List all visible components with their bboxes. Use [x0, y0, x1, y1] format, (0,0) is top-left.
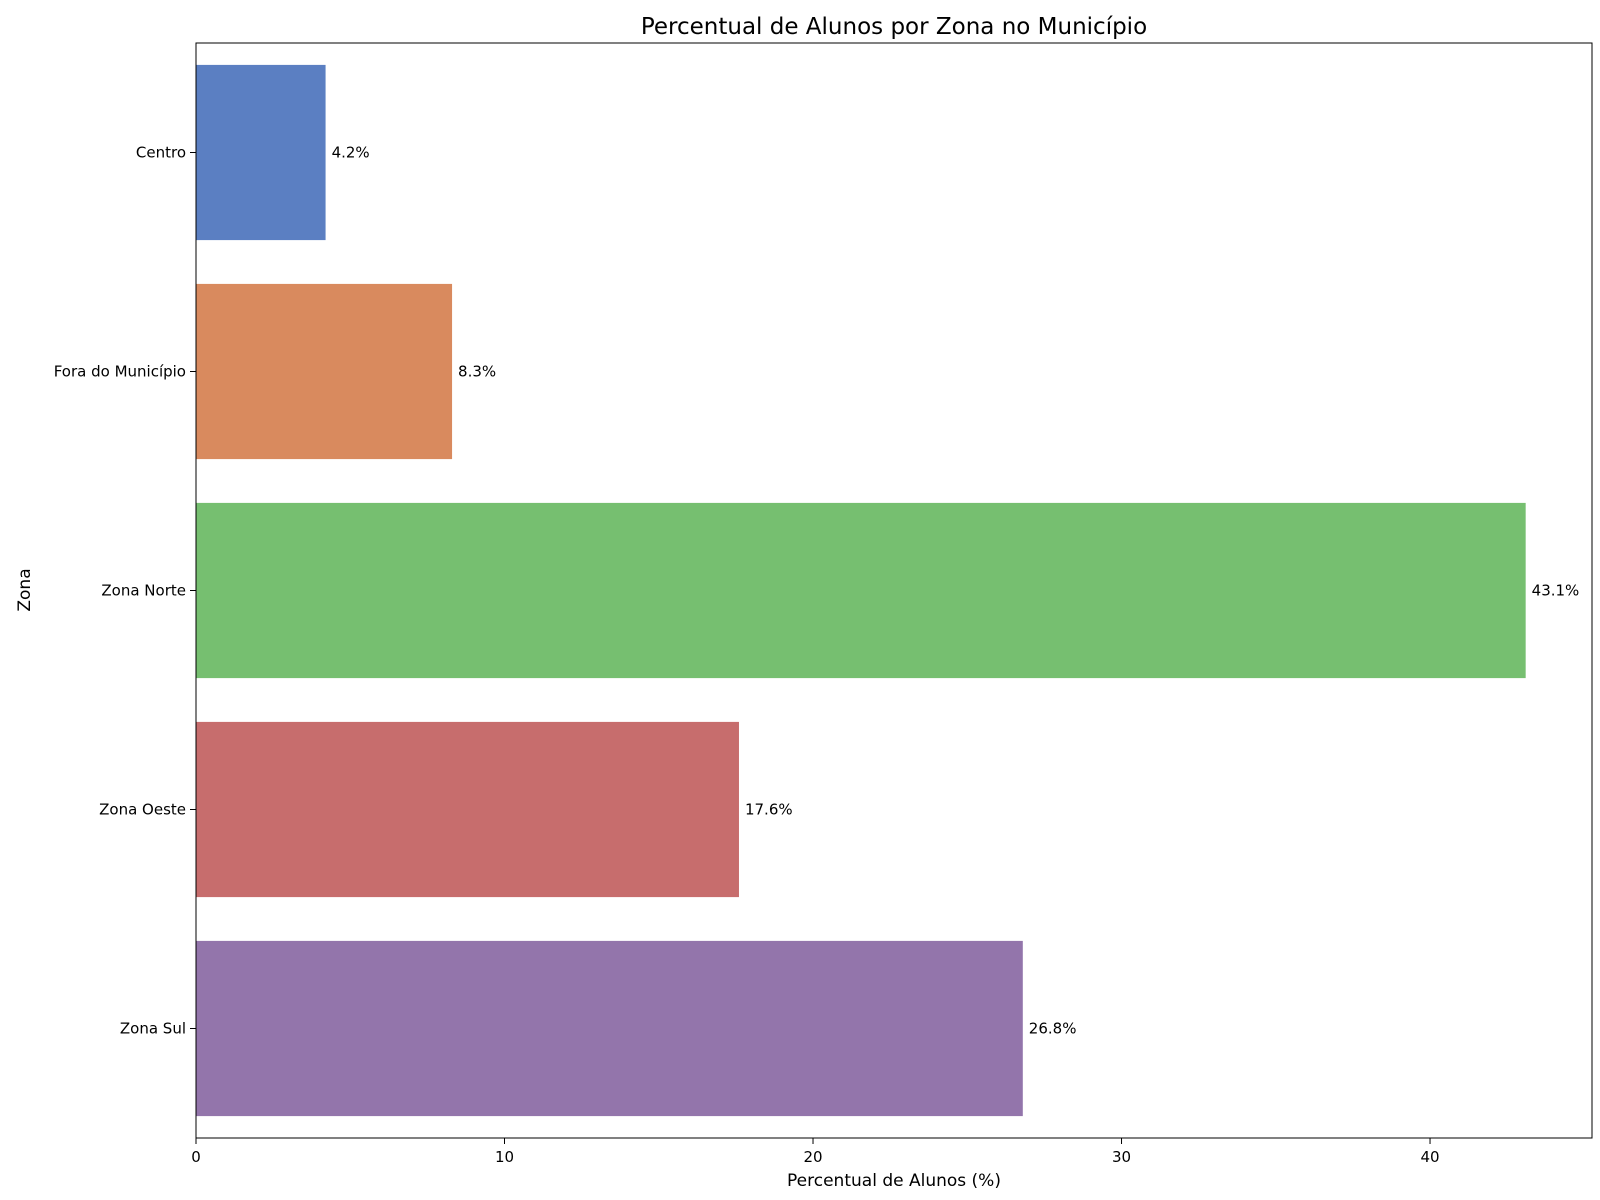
y-axis-label: Zona — [15, 568, 35, 611]
y-tick-label-3: Zona Oeste — [99, 801, 186, 819]
y-tick-label-4: Zona Sul — [120, 1020, 186, 1038]
x-tick-label-3: 30 — [1112, 1148, 1131, 1166]
chart-title: Percentual de Alunos por Zona no Municíp… — [641, 14, 1147, 40]
bar-0 — [196, 64, 326, 241]
plot-area-frame — [195, 42, 1593, 1139]
bars-group — [196, 64, 1526, 1117]
bar-4 — [196, 940, 1023, 1117]
x-axis-label: Percentual de Alunos (%) — [787, 1171, 1001, 1191]
y-tick-label-1: Fora do Município — [54, 363, 186, 381]
data-label-1: 8.3% — [458, 363, 496, 381]
x-tick-label-2: 20 — [803, 1148, 822, 1166]
y-axis-ticks: Centro Fora do Município Zona Norte Zona Oe… — [54, 144, 196, 1038]
x-tick-label-4: 40 — [1420, 1148, 1439, 1166]
bar-2 — [196, 502, 1526, 679]
data-label-0: 4.2% — [332, 144, 370, 162]
x-tick-label-1: 10 — [495, 1148, 514, 1166]
data-label-2: 43.1% — [1532, 582, 1580, 600]
y-tick-label-2: Zona Norte — [101, 582, 186, 600]
data-labels-group: 4.2% 8.3% 43.1% 17.6% 26.8% — [332, 144, 1580, 1038]
data-label-4: 26.8% — [1029, 1020, 1077, 1038]
bar-1 — [196, 283, 453, 460]
y-tick-label-0: Centro — [136, 144, 186, 162]
bar-3 — [196, 721, 739, 898]
data-label-3: 17.6% — [745, 801, 793, 819]
x-axis-ticks: 0 10 20 30 40 — [191, 1138, 1440, 1166]
x-tick-label-0: 0 — [191, 1148, 201, 1166]
